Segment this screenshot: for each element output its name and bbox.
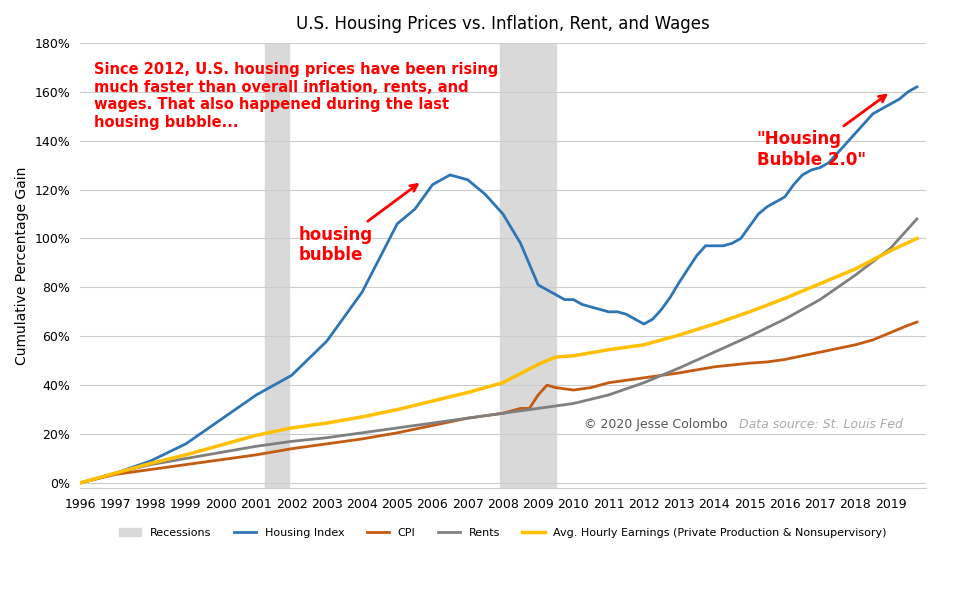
Y-axis label: Cumulative Percentage Gain: Cumulative Percentage Gain xyxy=(15,166,29,365)
Title: U.S. Housing Prices vs. Inflation, Rent, and Wages: U.S. Housing Prices vs. Inflation, Rent,… xyxy=(296,15,710,33)
Text: "Housing
Bubble 2.0": "Housing Bubble 2.0" xyxy=(757,95,886,169)
Bar xyxy=(265,43,288,488)
Bar xyxy=(500,43,556,488)
Text: Since 2012, U.S. housing prices have been rising
much faster than overall inflat: Since 2012, U.S. housing prices have bee… xyxy=(94,63,498,129)
Text: Data source: St. Louis Fed: Data source: St. Louis Fed xyxy=(739,418,902,431)
Legend: Recessions, Housing Index, CPI, Rents, Avg. Hourly Earnings (Private Production : Recessions, Housing Index, CPI, Rents, A… xyxy=(114,524,892,542)
Text: housing
bubble: housing bubble xyxy=(299,185,417,264)
Text: © 2020 Jesse Colombo: © 2020 Jesse Colombo xyxy=(584,418,727,431)
